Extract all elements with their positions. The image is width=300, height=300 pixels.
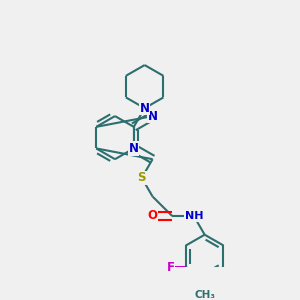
Text: N: N: [140, 102, 150, 115]
Text: N: N: [148, 110, 158, 123]
Text: CH₃: CH₃: [194, 290, 215, 300]
Text: O: O: [148, 209, 158, 222]
Text: N: N: [129, 142, 139, 155]
Text: S: S: [137, 171, 146, 184]
Text: NH: NH: [184, 211, 203, 221]
Text: F: F: [167, 260, 175, 274]
